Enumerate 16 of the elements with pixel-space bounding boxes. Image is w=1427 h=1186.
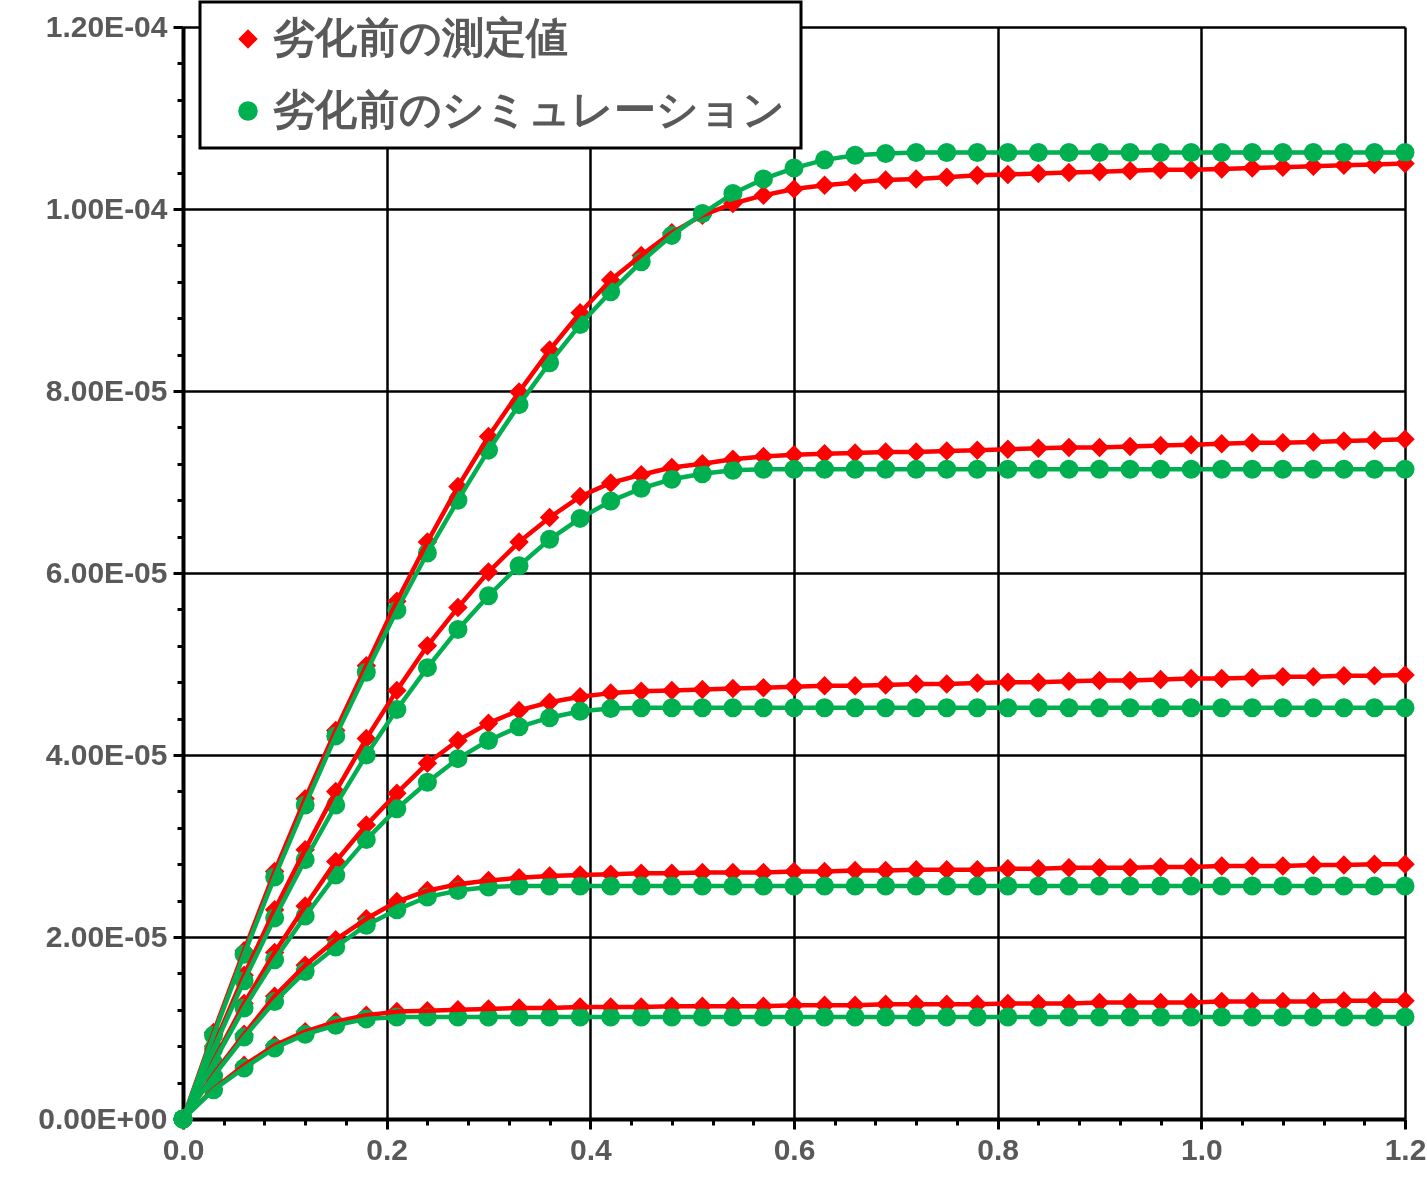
y-tick-label: 0.00E+00: [38, 1101, 168, 1135]
x-tick-label: 1.2: [1384, 1132, 1427, 1166]
y-tick-label: 4.00E-05: [45, 737, 168, 771]
legend-label: 劣化前の測定値: [273, 14, 568, 61]
legend-label: 劣化前のシミュレーション: [273, 86, 785, 133]
x-tick-label: 1.0: [1180, 1132, 1223, 1166]
y-tick-label: 1.00E-04: [45, 191, 168, 225]
x-tick-label: 0.8: [977, 1132, 1020, 1166]
y-tick-label: 8.00E-05: [45, 373, 168, 407]
y-tick-label: 2.00E-05: [45, 919, 168, 953]
x-tick-label: 0.6: [773, 1132, 816, 1166]
x-tick-label: 0.4: [569, 1132, 612, 1166]
x-tick-label: 0.0: [162, 1132, 205, 1166]
y-tick-label: 1.20E-04: [45, 9, 168, 43]
y-tick-label: 6.00E-05: [45, 555, 168, 589]
x-tick-label: 0.2: [366, 1132, 409, 1166]
